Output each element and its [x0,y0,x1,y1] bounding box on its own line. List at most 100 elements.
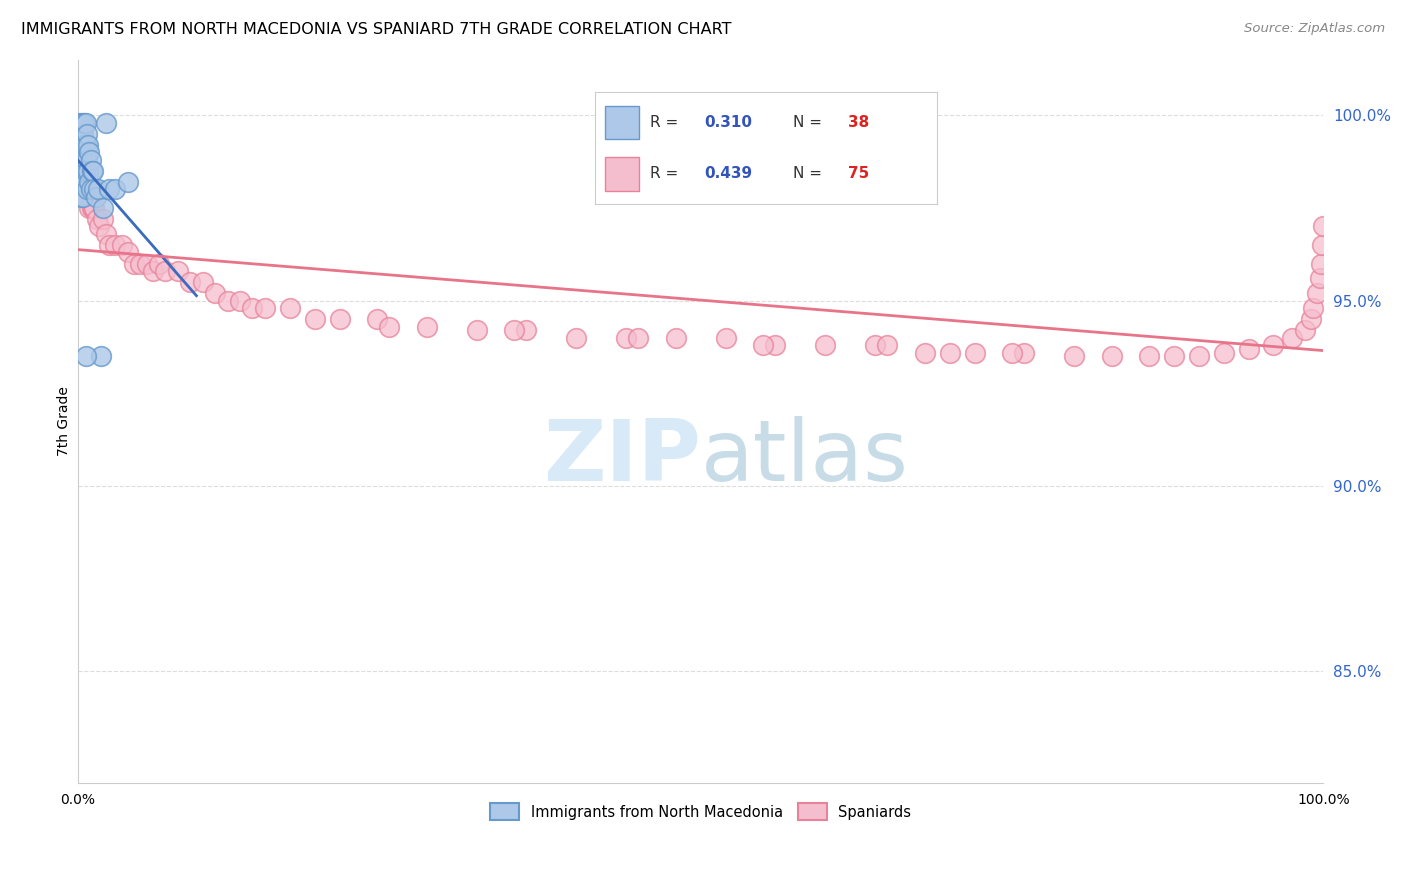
Immigrants from North Macedonia [87,182,110,196]
Spaniards [179,275,201,289]
Spaniards [1306,286,1329,301]
Spaniards [1302,301,1324,315]
Immigrants from North Macedonia [72,153,94,167]
Immigrants from North Macedonia [94,115,117,129]
Spaniards [765,338,787,352]
Spaniards [752,338,775,352]
Spaniards [1312,219,1334,234]
Immigrants from North Macedonia [79,145,101,160]
Immigrants from North Macedonia [69,190,91,204]
Spaniards [1014,345,1036,359]
Spaniards [155,264,177,278]
Spaniards [503,323,526,337]
Spaniards [253,301,276,315]
Spaniards [515,323,537,337]
Spaniards [565,331,588,345]
Spaniards [82,201,104,215]
Spaniards [73,182,96,196]
Spaniards [91,212,114,227]
Spaniards [378,319,401,334]
Spaniards [1163,349,1185,363]
Spaniards [79,201,101,215]
Immigrants from North Macedonia [83,182,105,196]
Spaniards [122,256,145,270]
Spaniards [76,190,98,204]
Spaniards [1281,331,1303,345]
Immigrants from North Macedonia [117,175,139,189]
Spaniards [914,345,936,359]
Immigrants from North Macedonia [75,164,97,178]
Spaniards [98,238,121,252]
Spaniards [1237,342,1260,356]
Spaniards [77,182,100,196]
Spaniards [304,312,326,326]
Spaniards [416,319,439,334]
Immigrants from North Macedonia [75,115,97,129]
Immigrants from North Macedonia [79,182,101,196]
Immigrants from North Macedonia [80,164,103,178]
Spaniards [1294,323,1316,337]
Spaniards [366,312,388,326]
Spaniards [814,338,837,352]
Immigrants from North Macedonia [70,175,93,189]
Spaniards [83,201,105,215]
Spaniards [938,345,960,359]
Spaniards [278,301,301,315]
Spaniards [876,338,898,352]
Spaniards [329,312,352,326]
Spaniards [117,245,139,260]
Spaniards [229,293,252,308]
Spaniards [863,338,886,352]
Spaniards [714,331,737,345]
Spaniards [1310,238,1333,252]
Legend: Immigrants from North Macedonia, Spaniards: Immigrants from North Macedonia, Spaniar… [484,797,917,826]
Spaniards [89,219,111,234]
Spaniards [1309,256,1331,270]
Immigrants from North Macedonia [67,145,90,160]
Immigrants from North Macedonia [79,153,101,167]
Spaniards [94,227,117,241]
Immigrants from North Macedonia [76,127,98,141]
Immigrants from North Macedonia [72,190,94,204]
Spaniards [963,345,986,359]
Spaniards [1263,338,1285,352]
Spaniards [465,323,488,337]
Spaniards [1001,345,1024,359]
Immigrants from North Macedonia [72,127,94,141]
Immigrants from North Macedonia [70,145,93,160]
Immigrants from North Macedonia [76,153,98,167]
Spaniards [1212,345,1234,359]
Text: IMMIGRANTS FROM NORTH MACEDONIA VS SPANIARD 7TH GRADE CORRELATION CHART: IMMIGRANTS FROM NORTH MACEDONIA VS SPANI… [21,22,731,37]
Spaniards [135,256,157,270]
Immigrants from North Macedonia [76,182,98,196]
Spaniards [79,182,101,196]
Spaniards [1309,271,1331,285]
Spaniards [72,175,94,189]
Immigrants from North Macedonia [70,115,93,129]
Spaniards [1188,349,1211,363]
Spaniards [86,212,108,227]
Spaniards [204,286,226,301]
Spaniards [242,301,264,315]
Immigrants from North Macedonia [75,349,97,363]
Spaniards [69,145,91,160]
Spaniards [665,331,688,345]
Text: ZIP: ZIP [543,416,700,499]
Immigrants from North Macedonia [79,175,101,189]
Spaniards [166,264,188,278]
Immigrants from North Macedonia [104,182,127,196]
Immigrants from North Macedonia [84,190,107,204]
Spaniards [614,331,637,345]
Spaniards [129,256,152,270]
Spaniards [217,293,239,308]
Spaniards [80,201,103,215]
Spaniards [1299,312,1322,326]
Y-axis label: 7th Grade: 7th Grade [58,386,72,456]
Text: atlas: atlas [700,416,908,499]
Immigrants from North Macedonia [73,137,96,152]
Immigrants from North Macedonia [69,164,91,178]
Spaniards [111,238,134,252]
Immigrants from North Macedonia [77,164,100,178]
Immigrants from North Macedonia [90,349,112,363]
Spaniards [142,264,165,278]
